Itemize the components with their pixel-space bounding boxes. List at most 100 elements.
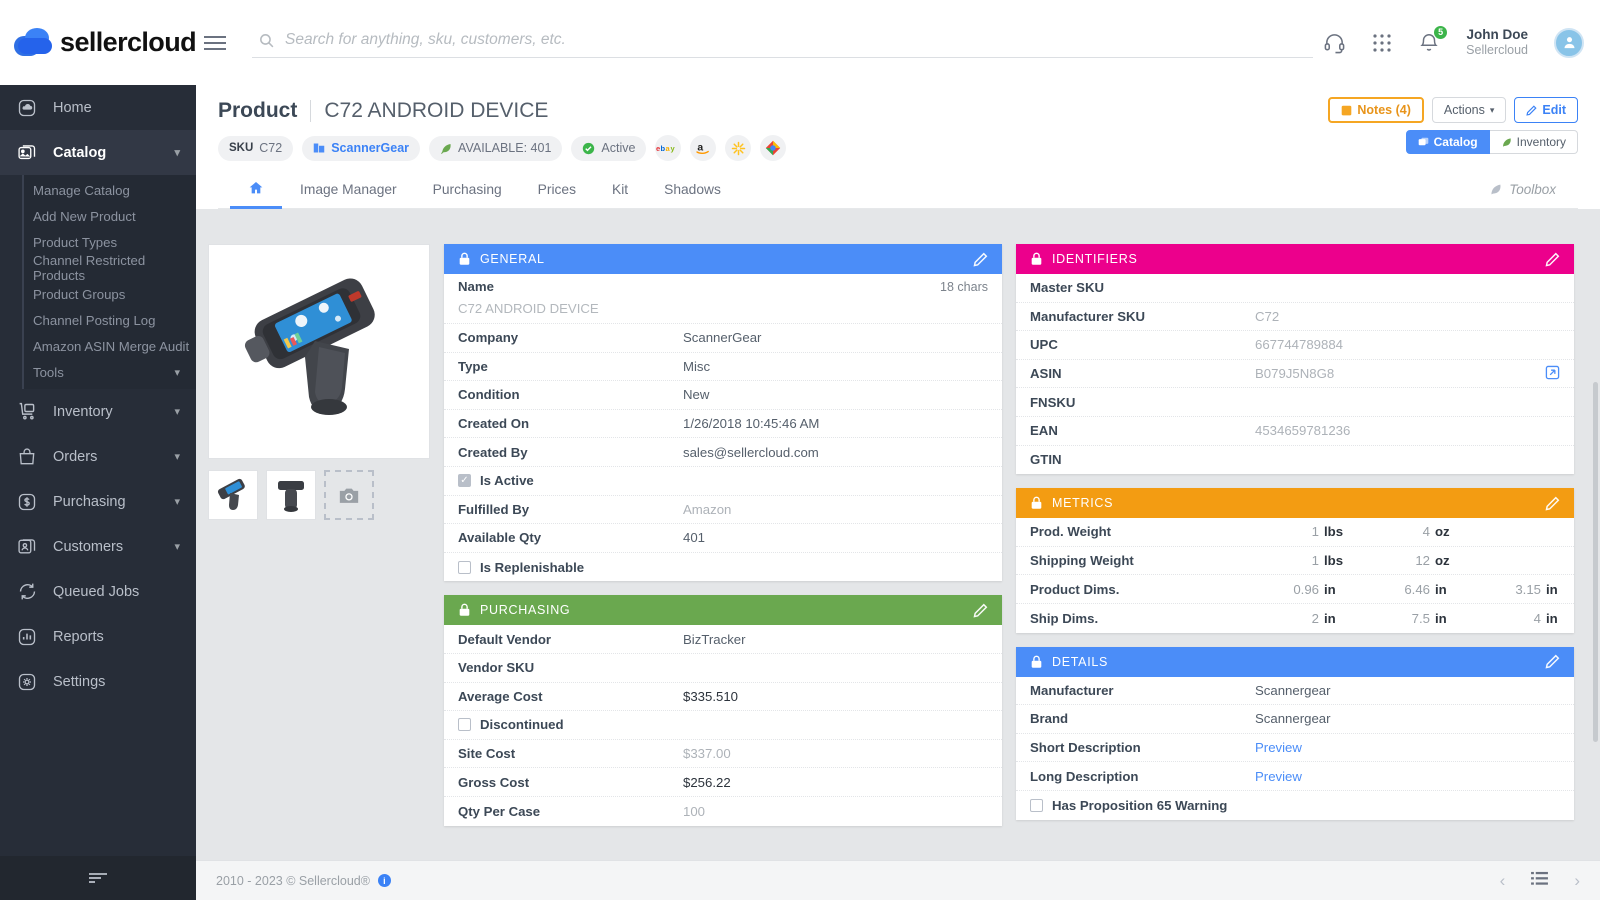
segment-inventory[interactable]: Inventory (1489, 130, 1578, 154)
metric-unit: lbs (1324, 524, 1344, 540)
edit-pencil-icon[interactable] (1545, 496, 1560, 511)
edit-button[interactable]: Edit (1514, 97, 1578, 123)
sidebar-item-settings[interactable]: Settings (0, 659, 196, 704)
sidebar-item-purchasing[interactable]: Purchasing ▾ (0, 479, 196, 524)
metric-value[interactable]: 1 (1311, 524, 1319, 540)
avatar[interactable] (1554, 27, 1584, 58)
sidebar-subitem-product-groups[interactable]: Product Groups (24, 281, 196, 307)
sidebar-item-customers[interactable]: Customers ▾ (0, 524, 196, 569)
sidebar-item-queued-jobs[interactable]: Queued Jobs (0, 569, 196, 614)
tab-purchasing[interactable]: Purchasing (415, 171, 520, 209)
sidebar-subitem-amazon-asin-merge-audit[interactable]: Amazon ASIN Merge Audit (24, 333, 196, 359)
search-input[interactable] (285, 31, 1314, 49)
company-badge[interactable]: ScannerGear (302, 135, 421, 161)
tab-shadows[interactable]: Shadows (646, 171, 739, 209)
sidebar-subitem-manage-catalog[interactable]: Manage Catalog (24, 177, 196, 203)
copyright: 2010 - 2023 © Sellercloud® i (216, 874, 391, 888)
metric-value[interactable]: 0.96 (1293, 581, 1319, 597)
edit-pencil-icon[interactable] (1545, 252, 1560, 267)
sidebar-subitem-add-new-product[interactable]: Add New Product (24, 203, 196, 229)
headset-icon[interactable] (1323, 31, 1346, 54)
metric-value[interactable]: 3.15 (1515, 581, 1541, 597)
bell-icon[interactable]: 5 (1418, 24, 1449, 54)
sidebar-item-inventory[interactable]: Inventory ▾ (0, 389, 196, 434)
long-description-preview-link[interactable]: Preview (1255, 768, 1302, 784)
top-icon-group: 5 John Doe Sellercloud (1323, 24, 1600, 58)
prop65-checkbox[interactable] (1030, 798, 1043, 812)
sidebar-subitem-channel-posting-log[interactable]: Channel Posting Log (24, 307, 196, 333)
amazon-icon[interactable]: a (690, 135, 717, 161)
row-value: $337.00 (683, 746, 731, 762)
name-value[interactable]: C72 ANDROID DEVICE (444, 297, 1002, 324)
metric-value[interactable]: 1 (1311, 553, 1319, 569)
toolbox-button[interactable]: Toolbox (1489, 182, 1556, 197)
info-icon[interactable]: i (377, 874, 391, 887)
row-value: BizTracker (683, 631, 746, 647)
hamburger-icon[interactable] (204, 35, 238, 50)
image-column (208, 244, 430, 860)
is-replenishable-checkbox[interactable] (458, 560, 471, 574)
note-icon (1342, 105, 1352, 115)
ebay-icon[interactable]: e b a y (655, 135, 682, 161)
row-product-dims: Product Dims. 0.96 in 6.46 in 3.15 in (1016, 575, 1574, 604)
thumbnail-0[interactable] (208, 470, 258, 520)
metric-value[interactable]: 6.46 (1404, 581, 1430, 597)
sidebar-item-catalog[interactable]: Catalog ▾ (0, 130, 196, 175)
sidebar-subitem-channel-restricted-products[interactable]: Channel Restricted Products (24, 253, 196, 283)
notes-button[interactable]: Notes (4) (1328, 97, 1424, 123)
gear-icon (16, 671, 38, 693)
edit-pencil-icon[interactable] (973, 252, 988, 267)
prev-icon[interactable]: ‹ (1499, 870, 1506, 890)
sidebar-item-home[interactable]: Home (0, 85, 196, 130)
edit-pencil-icon[interactable] (973, 603, 988, 618)
row-value: 401 (683, 530, 706, 546)
metric-unit: in (1435, 581, 1447, 597)
short-description-preview-link[interactable]: Preview (1255, 740, 1302, 756)
product-main-image[interactable] (208, 244, 430, 459)
tab-image-manager[interactable]: Image Manager (282, 171, 415, 209)
sidebar-item-label: Queued Jobs (53, 583, 140, 600)
external-link-icon[interactable] (1545, 365, 1560, 383)
next-icon[interactable]: › (1574, 870, 1580, 890)
metric-value[interactable]: 4 (1533, 610, 1541, 626)
apps-grid-icon[interactable] (1372, 33, 1392, 53)
tab-kit[interactable]: Kit (594, 171, 646, 209)
row-label: Product Dims. (1030, 581, 1120, 597)
sidebar-subitem-product-types[interactable]: Product Types (24, 229, 196, 255)
purchasing-card-title: PURCHASING (480, 603, 571, 618)
sidebar-item-label: Settings (53, 673, 106, 690)
tab-prices[interactable]: Prices (520, 171, 594, 209)
vertical-scrollbar[interactable] (1593, 382, 1598, 742)
row-short-description: Short Description Preview (1016, 734, 1574, 763)
sidebar-item-reports[interactable]: Reports (0, 614, 196, 659)
add-photo-button[interactable] (324, 470, 374, 520)
is-active-checkbox[interactable]: ✓ (458, 474, 471, 488)
google-icon[interactable] (760, 135, 787, 161)
discontinued-checkbox[interactable] (458, 718, 471, 732)
panel-board: GENERAL Name 18 chars C72 ANDROID DEVICE… (196, 232, 1600, 860)
metric-value[interactable]: 4 (1422, 524, 1430, 540)
name-row: Name 18 chars (444, 274, 1002, 297)
user-menu[interactable]: John Doe Sellercloud (1466, 27, 1528, 58)
segment-catalog[interactable]: Catalog (1405, 130, 1490, 154)
actions-button[interactable]: Actions ▾ (1431, 97, 1507, 123)
user-company: Sellercloud (1466, 43, 1528, 58)
row-label: UPC (1030, 337, 1058, 353)
metric-value[interactable]: 7.5 (1411, 610, 1430, 626)
sidebar-item-label: Purchasing (53, 493, 126, 510)
sidebar-subitem-tools[interactable]: Tools ▾ (24, 359, 196, 385)
tab-home[interactable] (230, 171, 282, 209)
dollar-icon (16, 491, 38, 513)
page-title: C72 ANDROID DEVICE (324, 99, 549, 122)
sidebar-item-orders[interactable]: Orders ▾ (0, 434, 196, 479)
metric-value[interactable]: 12 (1415, 553, 1430, 569)
row-value: 100 (683, 803, 706, 819)
collapse-menu-icon[interactable] (0, 856, 196, 900)
catalog-icon (16, 142, 38, 164)
metric-value[interactable]: 2 (1311, 610, 1319, 626)
edit-pencil-icon[interactable] (1545, 654, 1560, 669)
brand-logo[interactable]: sellercloud (0, 0, 197, 85)
thumbnail-1[interactable] (266, 470, 316, 520)
walmart-icon[interactable] (725, 135, 752, 161)
list-icon[interactable] (1531, 871, 1549, 891)
